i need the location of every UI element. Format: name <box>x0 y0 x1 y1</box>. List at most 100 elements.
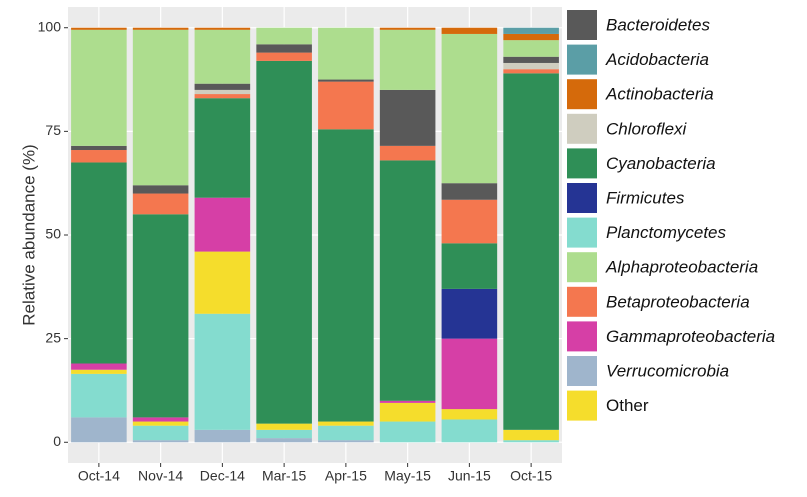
bar-segment <box>194 197 251 252</box>
bar-segment <box>256 44 312 53</box>
bar-segment <box>71 417 127 443</box>
bar-segment <box>256 52 312 61</box>
legend-key <box>567 79 597 110</box>
bar-segment <box>71 27 127 30</box>
bar-segment <box>71 363 127 370</box>
bar-segment <box>71 150 127 163</box>
bar-segment <box>503 40 559 57</box>
bar-segment <box>503 56 559 63</box>
bar-segment <box>132 417 189 422</box>
legend-key <box>567 148 597 179</box>
bar-segment <box>194 94 251 99</box>
legend-label: Alphaproteobacteria <box>605 258 758 277</box>
x-tick-label: Apr-15 <box>325 468 367 484</box>
bar-segment <box>379 400 436 403</box>
y-tick-label: 100 <box>38 18 62 34</box>
bar-segment <box>318 79 374 82</box>
bar-segment <box>379 421 436 443</box>
legend-key <box>567 44 597 75</box>
bar-segment <box>318 425 374 441</box>
legend-label: Chloroflexi <box>606 119 688 138</box>
legend-key <box>567 183 597 213</box>
y-tick-label: 75 <box>45 122 61 138</box>
bar-segment <box>194 313 251 430</box>
x-tick-label: Oct-15 <box>510 468 552 484</box>
bar-segment <box>379 402 436 422</box>
legend-label: Cyanobacteria <box>606 154 716 173</box>
bar-segment <box>503 27 559 34</box>
bar-segment <box>132 425 189 441</box>
bar-segment <box>379 89 436 146</box>
bar-segment <box>441 199 498 244</box>
legend-label: Acidobacteria <box>605 50 709 69</box>
legend-label: Verrucomicrobia <box>606 361 729 380</box>
legend-label: Actinobacteria <box>605 85 714 104</box>
bar-segment <box>256 27 312 45</box>
bar-segment <box>71 162 127 364</box>
bar-segment <box>318 129 374 422</box>
legend-key <box>567 356 597 386</box>
x-tick-label: Oct-14 <box>78 468 120 484</box>
legend-label: Bacteroidetes <box>606 15 710 34</box>
bar-segment <box>441 183 498 200</box>
x-tick-label: Mar-15 <box>262 468 307 484</box>
x-tick-label: Nov-14 <box>138 468 183 484</box>
legend-label: Betaproteobacteria <box>606 292 750 311</box>
bar-segment <box>71 145 127 151</box>
bar-segment <box>194 29 251 84</box>
bar-segment <box>503 73 559 430</box>
bar-segment <box>132 193 189 215</box>
bar-segment <box>194 83 251 90</box>
bar-segment <box>256 429 312 439</box>
bar-segment <box>256 438 312 443</box>
bar-segment <box>441 338 498 410</box>
bar-segment <box>256 60 312 424</box>
bar-segment <box>441 419 498 443</box>
x-tick-label: Dec-14 <box>200 468 245 484</box>
bar-segment <box>194 98 251 198</box>
bar-segment <box>194 27 251 30</box>
bar-segment <box>441 288 498 339</box>
bar-segment <box>441 33 498 184</box>
bar-segment <box>194 429 251 443</box>
legend-key <box>567 217 597 248</box>
legend-key <box>567 113 597 144</box>
bar-segment <box>194 251 251 314</box>
bar-segment <box>256 423 312 430</box>
bar-segment <box>318 27 374 80</box>
bar-segment <box>194 89 251 95</box>
y-tick-label: 50 <box>45 226 61 242</box>
bar-segment <box>379 27 436 30</box>
bar-segment <box>503 429 559 441</box>
legend-key <box>567 390 597 421</box>
bar-segment <box>379 29 436 90</box>
bar-segment <box>441 243 498 289</box>
bar-segment <box>132 440 189 443</box>
legend-key <box>567 286 597 317</box>
bar-segment <box>318 440 374 443</box>
bar-segment <box>318 81 374 130</box>
bar-segment <box>132 421 189 426</box>
legend-label: Planctomycetes <box>606 223 726 242</box>
x-tick-label: May-15 <box>384 468 431 484</box>
y-axis-title: Relative abundance (%) <box>19 144 38 325</box>
bar-segment <box>71 369 127 374</box>
bar-segment <box>503 440 559 443</box>
y-tick-label: 25 <box>45 329 61 345</box>
bar-segment <box>318 421 374 426</box>
bar-segment <box>503 62 559 70</box>
bar-segment <box>503 69 559 74</box>
bar-segment <box>441 409 498 420</box>
bar-segment <box>132 185 189 194</box>
x-tick-label: Jun-15 <box>448 468 491 484</box>
y-tick-label: 0 <box>53 433 61 449</box>
bar-segment <box>71 373 127 418</box>
legend-key <box>567 321 597 352</box>
bar-segment <box>132 214 189 418</box>
bar-segment <box>503 33 559 41</box>
bar-segment <box>132 29 189 186</box>
bar-segment <box>132 27 189 30</box>
bar-segment <box>379 145 436 161</box>
legend-label: Firmicutes <box>606 188 685 207</box>
bar-segment <box>441 27 498 34</box>
